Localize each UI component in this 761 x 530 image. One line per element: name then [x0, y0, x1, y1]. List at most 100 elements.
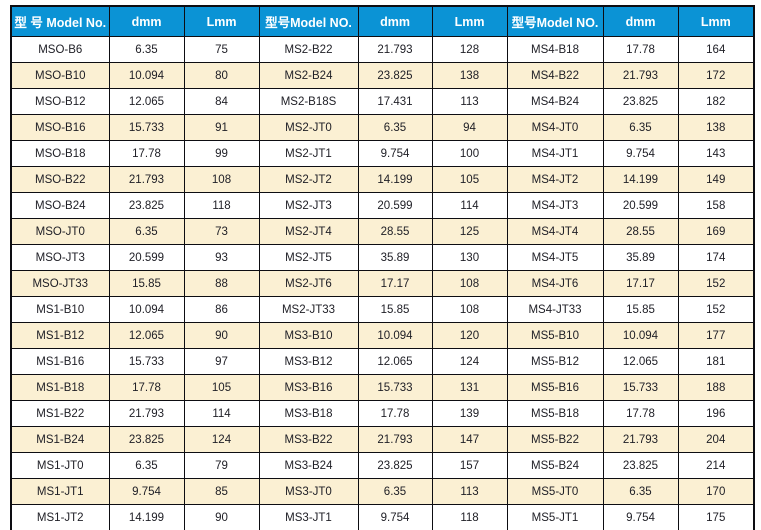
model-cell: MS3-B12: [258, 348, 359, 375]
dmm-cell: 15.733: [108, 114, 185, 141]
model-cell: MS4-JT5: [506, 244, 604, 271]
lmm-cell: 105: [431, 166, 508, 193]
model-cell: MSO-B10: [10, 62, 110, 89]
model-cell: MS3-B18: [258, 400, 359, 427]
model-cell: MS4-JT2: [506, 166, 604, 193]
dmm-cell: 14.199: [108, 504, 185, 530]
model-cell: MSO-B18: [10, 140, 110, 167]
dmm-cell: 23.825: [602, 88, 679, 115]
table-row: MSO-B18 17.78 99 MS2-JT1 9.754 100 MS4-JT1 9.75…: [10, 140, 755, 167]
lmm-cell: 97: [183, 348, 260, 375]
lmm-cell: 170: [677, 478, 755, 505]
dmm-cell: 6.35: [108, 218, 185, 245]
dmm-cell: 9.754: [108, 478, 185, 505]
table-row: MS1-B16 15.733 97 MS3-B12 12.065 124 MS5-B12 12…: [10, 348, 755, 375]
header-dmm-group2: dmm: [357, 5, 433, 37]
table-row: MS1-B18 17.78 105 MS3-B16 15.733 131 MS5-B16 15…: [10, 374, 755, 401]
model-cell: MS5-JT0: [506, 478, 604, 505]
model-cell: MS1-B18: [10, 374, 110, 401]
lmm-cell: 108: [431, 270, 508, 297]
model-cell: MS1-B24: [10, 426, 110, 453]
header-model-group3: 型号Model NO.: [506, 5, 604, 37]
dmm-cell: 17.78: [357, 400, 433, 427]
model-cell: MS2-B22: [258, 36, 359, 63]
lmm-cell: 138: [677, 114, 755, 141]
model-cell: MS4-B22: [506, 62, 604, 89]
dmm-cell: 23.825: [357, 62, 433, 89]
model-cell: MSO-B6: [10, 36, 110, 63]
model-cell: MS4-B18: [506, 36, 604, 63]
table-body: MSO-B6 6.35 75 MS2-B22 21.793 128 MS4-B18 17.78…: [10, 36, 755, 530]
model-cell: MSO-B24: [10, 192, 110, 219]
lmm-cell: 175: [677, 504, 755, 530]
header-lmm-group2: Lmm: [431, 5, 508, 37]
table-row: MSO-B22 21.793 108 MS2-JT2 14.199 105 MS4-JT2 1…: [10, 166, 755, 193]
dmm-cell: 20.599: [108, 244, 185, 271]
model-cell: MS5-B10: [506, 322, 604, 349]
dmm-cell: 28.55: [602, 218, 679, 245]
lmm-cell: 158: [677, 192, 755, 219]
dmm-cell: 17.431: [357, 88, 433, 115]
dmm-cell: 15.85: [108, 270, 185, 297]
table-row: MSO-JT33 15.85 88 MS2-JT6 17.17 108 MS4-JT6 17.…: [10, 270, 755, 297]
lmm-cell: 114: [431, 192, 508, 219]
lmm-cell: 93: [183, 244, 260, 271]
model-cell: MS1-B22: [10, 400, 110, 427]
dmm-cell: 14.199: [602, 166, 679, 193]
lmm-cell: 131: [431, 374, 508, 401]
dmm-cell: 17.17: [357, 270, 433, 297]
lmm-cell: 118: [183, 192, 260, 219]
model-cell: MS2-B18S: [258, 88, 359, 115]
dmm-cell: 20.599: [357, 192, 433, 219]
model-cell: MS1-JT2: [10, 504, 110, 530]
model-cell: MSO-JT33: [10, 270, 110, 297]
dmm-cell: 12.065: [108, 322, 185, 349]
table-row: MS1-JT1 9.754 85 MS3-JT0 6.35 113 MS5-JT0 6.35 1…: [10, 478, 755, 505]
table-row: MSO-JT3 20.599 93 MS2-JT5 35.89 130 MS4-JT5 35.…: [10, 244, 755, 271]
model-cell: MSO-B12: [10, 88, 110, 115]
lmm-cell: 152: [677, 296, 755, 323]
dmm-cell: 15.733: [108, 348, 185, 375]
model-cell: MS3-JT1: [258, 504, 359, 530]
model-cell: MSO-JT3: [10, 244, 110, 271]
model-cell: MS3-B16: [258, 374, 359, 401]
dmm-cell: 17.17: [602, 270, 679, 297]
dmm-cell: 23.825: [357, 452, 433, 479]
model-cell: MS4-JT1: [506, 140, 604, 167]
dmm-cell: 21.793: [357, 36, 433, 63]
model-cell: MS1-JT0: [10, 452, 110, 479]
lmm-cell: 157: [431, 452, 508, 479]
dmm-cell: 6.35: [602, 114, 679, 141]
dmm-cell: 10.094: [357, 322, 433, 349]
model-cell: MS5-B24: [506, 452, 604, 479]
model-cell: MS5-B16: [506, 374, 604, 401]
table-row: MS1-JT0 6.35 79 MS3-B24 23.825 157 MS5-B24 23.8…: [10, 452, 755, 479]
lmm-cell: 169: [677, 218, 755, 245]
model-cell: MS5-JT1: [506, 504, 604, 530]
model-cell: MS2-JT2: [258, 166, 359, 193]
lmm-cell: 138: [431, 62, 508, 89]
model-cell: MS1-B16: [10, 348, 110, 375]
lmm-cell: 130: [431, 244, 508, 271]
table-row: MS1-B12 12.065 90 MS3-B10 10.094 120 MS5-B10 10…: [10, 322, 755, 349]
model-cell: MS1-B10: [10, 296, 110, 323]
lmm-cell: 125: [431, 218, 508, 245]
model-cell: MSO-JT0: [10, 218, 110, 245]
dmm-cell: 9.754: [602, 504, 679, 530]
dmm-cell: 6.35: [602, 478, 679, 505]
lmm-cell: 73: [183, 218, 260, 245]
model-cell: MS4-JT3: [506, 192, 604, 219]
model-cell: MS5-B18: [506, 400, 604, 427]
lmm-cell: 90: [183, 322, 260, 349]
dmm-cell: 17.78: [602, 36, 679, 63]
lmm-cell: 113: [431, 88, 508, 115]
lmm-cell: 181: [677, 348, 755, 375]
table-row: MS1-JT2 14.199 90 MS3-JT1 9.754 118 MS5-JT1 9.7…: [10, 504, 755, 530]
dmm-cell: 17.78: [108, 374, 185, 401]
lmm-cell: 84: [183, 88, 260, 115]
lmm-cell: 113: [431, 478, 508, 505]
table-row: MSO-B10 10.094 80 MS2-B24 23.825 138 MS4-B22 21…: [10, 62, 755, 89]
model-cell: MS3-B24: [258, 452, 359, 479]
model-cell: MS2-JT1: [258, 140, 359, 167]
lmm-cell: 120: [431, 322, 508, 349]
